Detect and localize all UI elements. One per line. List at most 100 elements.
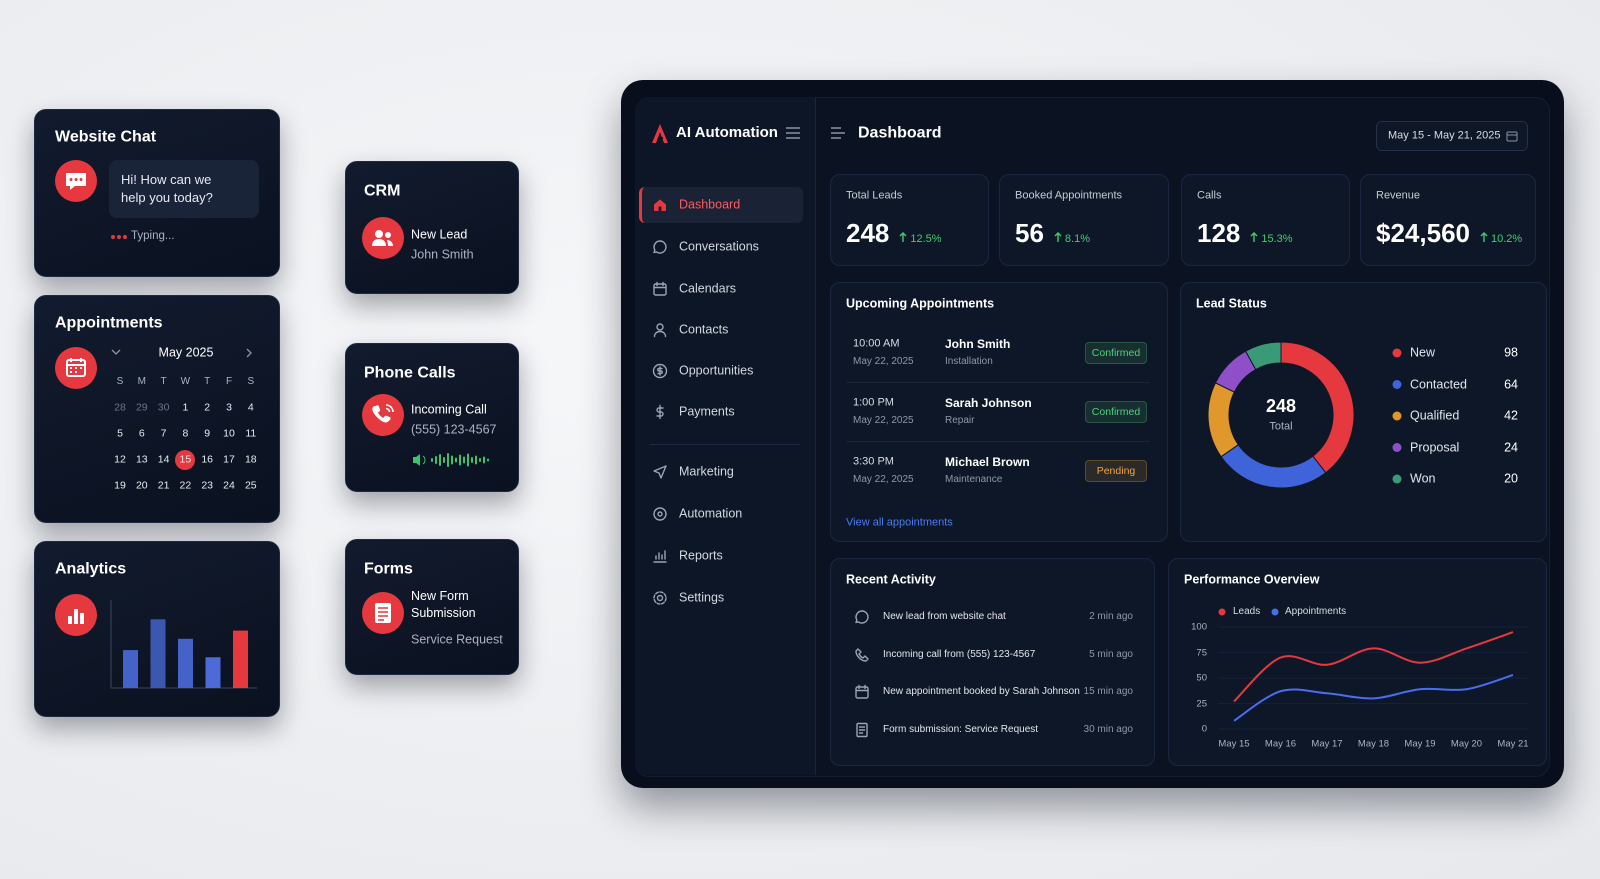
- calendar-day: 4: [247, 401, 254, 414]
- card-title: CRM: [364, 182, 401, 200]
- change-arrow: [1054, 232, 1062, 242]
- appointment-service: Maintenance: [945, 474, 1003, 485]
- card-title: Lead Status: [1196, 296, 1267, 311]
- calendar-day: 28: [114, 401, 126, 414]
- appointment-name: Sarah Johnson: [945, 395, 1032, 410]
- audio-wave-part: [447, 453, 449, 467]
- activity-icon-part: [855, 647, 869, 662]
- stat-card: [830, 174, 989, 266]
- calendar-day: 2: [204, 401, 211, 414]
- header-icon-part: [831, 127, 845, 139]
- calendar-day: 7: [160, 427, 167, 440]
- view-all-link[interactable]: View all appointments: [846, 516, 953, 529]
- calendar-day: 12: [114, 453, 126, 466]
- nav-icon: [656, 404, 664, 420]
- card-title: Analytics: [55, 560, 127, 578]
- activity-time: 2 min ago: [1089, 611, 1133, 622]
- bar: [205, 657, 221, 688]
- crm-card: CRM New Lead John Smith: [345, 161, 519, 294]
- crm-card-icon: [362, 217, 404, 259]
- phone-card-icon-part: [362, 394, 404, 436]
- audio-wave-part: [435, 456, 437, 464]
- performance-card: [1168, 558, 1547, 766]
- legend-value: 64: [1504, 377, 1518, 391]
- legend-value: 42: [1504, 408, 1518, 423]
- calendar-day: 6: [138, 427, 145, 440]
- audio-wave-part: [439, 454, 441, 466]
- date-range: May 15 - May 21, 2025: [1388, 129, 1501, 142]
- card-title: Forms: [364, 560, 413, 578]
- change-arrow: [1250, 232, 1258, 242]
- nav-icon: [653, 591, 667, 605]
- appointments-card: Appointments May 2025 S M T W T F S 28 29 30 1 2 3 4 5 6 7…: [34, 295, 280, 523]
- analytics-icon-part: [80, 613, 84, 624]
- chat-icon: [55, 160, 97, 202]
- nav-item[interactable]: Reports: [679, 548, 723, 563]
- nav-item[interactable]: Payments: [679, 404, 735, 419]
- audio-wave-part: [487, 458, 489, 462]
- event-title: New Lead: [411, 227, 468, 242]
- stat-card: [999, 174, 1169, 266]
- calendar-day: 10: [223, 427, 235, 440]
- nav-item[interactable]: Settings: [679, 590, 725, 605]
- header-icon: [831, 127, 845, 139]
- nav-item[interactable]: Automation: [679, 506, 743, 521]
- typing-dots: [111, 235, 127, 239]
- donut-total: 248: [1265, 396, 1297, 417]
- nav-icon-part: [657, 366, 663, 376]
- chat-icon-part: [69, 178, 73, 181]
- legend-value: 20: [1504, 471, 1518, 486]
- nav-icon: [654, 199, 666, 211]
- card-title: Performance Overview: [1184, 572, 1320, 587]
- day-highlight: [175, 450, 196, 470]
- chat-bubble: Hi! How can we help you today?: [109, 160, 259, 218]
- nav-icon-part: [653, 507, 667, 521]
- date-picker[interactable]: [1376, 121, 1528, 151]
- nav-icon: [652, 363, 668, 379]
- y-tick-label: 75: [1196, 646, 1207, 658]
- date-icon-part: [1506, 131, 1518, 142]
- phone-card-icon-part: [372, 405, 391, 423]
- activity-icon-part: [855, 647, 869, 662]
- appointment-name: John Smith: [945, 336, 1011, 351]
- audio-wave-part: [431, 458, 433, 462]
- bar: [233, 630, 248, 688]
- nav-icon-part: [653, 330, 667, 338]
- weekday: T: [160, 376, 167, 387]
- activity-text: Incoming call from (555) 123-4567: [883, 648, 1036, 660]
- nav-item[interactable]: Opportunities: [679, 363, 754, 378]
- nav-icon-part: [654, 199, 666, 211]
- nav-icon: [653, 465, 667, 479]
- next-month-part: [246, 348, 252, 358]
- nav-item[interactable]: Marketing: [679, 464, 734, 479]
- calendar-day: 20: [135, 479, 148, 492]
- activity-icon: [855, 685, 869, 700]
- prev-month-part: [111, 349, 121, 355]
- nav-item[interactable]: Conversations: [679, 239, 759, 254]
- change-arrow-part: [1480, 232, 1488, 242]
- nav-item[interactable]: Calendars: [679, 281, 736, 296]
- stat-change: 8.1%: [1064, 233, 1090, 245]
- stat-label: Revenue: [1376, 189, 1421, 202]
- card-title: Phone Calls: [364, 364, 456, 382]
- card-title: Recent Activity: [846, 572, 936, 587]
- typing-status: Typing...: [131, 230, 175, 243]
- change-arrow-part: [899, 232, 907, 242]
- appointment-time: 1:00 PM: [853, 396, 894, 409]
- analytics-icon-part: [74, 609, 78, 624]
- phone-card: Phone Calls Incoming Call (555) 123-4567: [345, 343, 519, 492]
- nav-item[interactable]: Contacts: [679, 322, 729, 337]
- change-arrow: [1480, 232, 1488, 242]
- brand-logo: [652, 124, 668, 143]
- change-arrow-part: [1054, 232, 1062, 242]
- activity-time: 5 min ago: [1089, 648, 1133, 660]
- donut-total-label: Total: [1269, 420, 1293, 433]
- weekday: W: [180, 376, 191, 387]
- activity-icon: [855, 610, 869, 624]
- event-title: Incoming Call: [411, 402, 487, 417]
- stat-card: [1360, 174, 1536, 266]
- appointment-time: 3:30 PM: [853, 455, 894, 468]
- row-divider: [846, 441, 1150, 442]
- nav-item[interactable]: Dashboard: [679, 197, 741, 212]
